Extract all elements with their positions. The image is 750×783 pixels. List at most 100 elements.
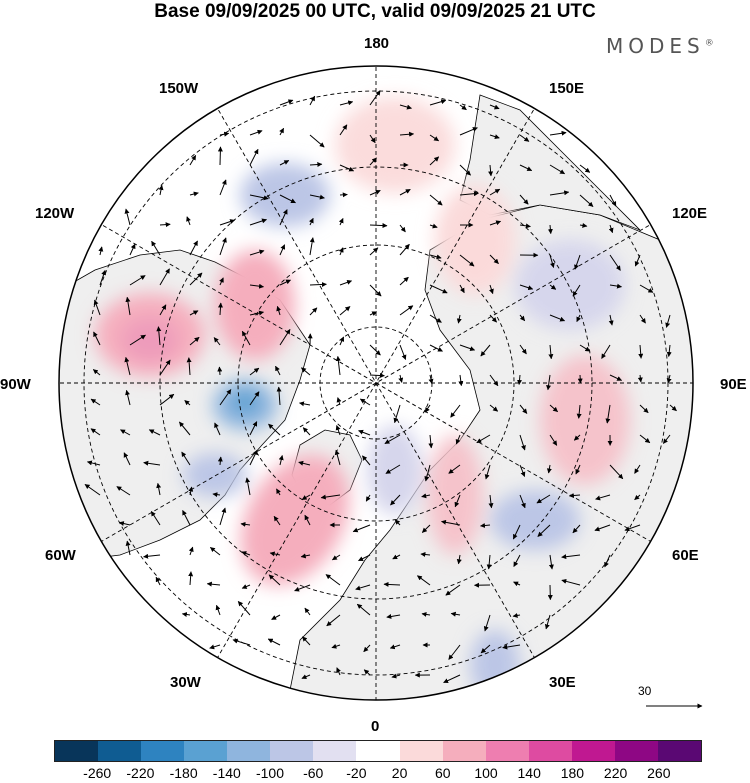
colorbar-swatch [184, 741, 228, 761]
wind-vector [189, 154, 197, 166]
colorbar-swatch [98, 741, 142, 761]
wind-vector [339, 279, 353, 286]
wind-vector [549, 190, 570, 196]
map-boundary [58, 65, 694, 701]
wind-vectors [84, 90, 677, 684]
wind-vector [186, 357, 192, 376]
colorbar-tick-label: 20 [391, 765, 408, 781]
wind-vector [443, 674, 461, 684]
wind-vector [249, 283, 264, 289]
wind-vector [579, 222, 588, 228]
lon-label-150e: 150E [549, 80, 585, 97]
wind-vector [219, 131, 230, 137]
wind-vector [489, 220, 502, 226]
colorbar-tick-label: 180 [560, 765, 585, 781]
wind-vector [391, 673, 401, 679]
wind-vector [156, 482, 162, 496]
wind-vector [309, 237, 315, 256]
wind-vector [249, 367, 260, 376]
wind-vector [150, 510, 161, 526]
wind-vector [182, 510, 191, 526]
wind-vector [206, 581, 221, 587]
wind-vector [429, 156, 440, 166]
wind-vector [249, 249, 265, 256]
wind-vector [561, 578, 581, 586]
wind-vector [634, 254, 641, 267]
colorbar-tick-label: 220 [603, 765, 628, 781]
wind-vector [301, 674, 311, 679]
colorbar-swatch [227, 741, 271, 761]
anomaly-positive-canada [215, 250, 295, 360]
wind-vector [572, 284, 581, 297]
wind-vector [548, 554, 554, 570]
wind-vector [456, 554, 462, 565]
colorbar-tick-label: -180 [169, 765, 198, 781]
wind-vector [579, 164, 591, 173]
wind-vector [519, 164, 533, 172]
wind-vector [399, 104, 412, 110]
wind-vector [536, 494, 551, 504]
wind-vector [336, 397, 342, 406]
wind-vector [421, 524, 431, 533]
anomaly-negative-med [470, 630, 520, 700]
land-asia-east [459, 94, 641, 231]
wind-vector [429, 344, 443, 352]
colorbar-swatch [657, 741, 701, 761]
wind-vector [608, 314, 614, 326]
wind-vector [217, 456, 223, 466]
wind-vector [365, 494, 371, 502]
colorbar-swatch [528, 741, 572, 761]
wind-vector [213, 337, 221, 346]
wind-vector [84, 483, 101, 496]
wind-vector [455, 434, 461, 445]
wind-vector [489, 134, 500, 139]
wind-vector [489, 188, 501, 196]
wind-vector [217, 366, 223, 376]
wind-vector [448, 644, 461, 660]
wind-vector [279, 328, 291, 346]
wind-vector [519, 194, 529, 205]
wind-vector [279, 279, 292, 286]
wind-vector [385, 464, 401, 474]
wind-vector [159, 359, 171, 376]
wind-vector [575, 464, 581, 475]
wind-vector [609, 374, 623, 381]
wind-vector [214, 422, 221, 436]
colorbar-swatch [141, 741, 185, 761]
wind-vector [249, 129, 263, 136]
wind-vector [399, 188, 411, 196]
wind-vector [549, 164, 566, 175]
wind-vector [181, 451, 191, 466]
wind-vector [151, 240, 161, 256]
wind-vector [513, 581, 521, 587]
wind-vector [189, 191, 199, 197]
anomaly-positive-siberia [540, 355, 630, 485]
wind-vector [339, 164, 355, 172]
wind-vector [279, 127, 285, 136]
wind-vector [393, 404, 401, 424]
wind-vector [665, 314, 671, 328]
lon-label-90w: 90W [0, 376, 31, 393]
wind-vector [369, 372, 385, 378]
wind-vector [480, 644, 491, 654]
wind-vector [309, 95, 316, 106]
wind-vector [624, 524, 641, 532]
wind-vector [189, 240, 198, 256]
wind-vector [276, 305, 282, 316]
wind-vector [519, 464, 526, 477]
wind-vector [309, 162, 323, 167]
wind-vector [118, 521, 131, 526]
wind-vector [278, 455, 284, 466]
wind-vector [124, 356, 131, 376]
wind-vector [458, 374, 464, 387]
lon-label-150w: 150W [159, 80, 199, 97]
wind-vector [579, 194, 594, 207]
wind-vector [544, 614, 551, 630]
wind-vector [215, 604, 221, 616]
lon-label-120e: 120E [672, 205, 708, 222]
anomaly-positive-alaska-core [122, 318, 178, 362]
wind-vector [268, 423, 281, 436]
wind-vector [421, 493, 431, 499]
wind-vector [309, 307, 318, 316]
anomaly-negative-east-canada [183, 453, 247, 497]
